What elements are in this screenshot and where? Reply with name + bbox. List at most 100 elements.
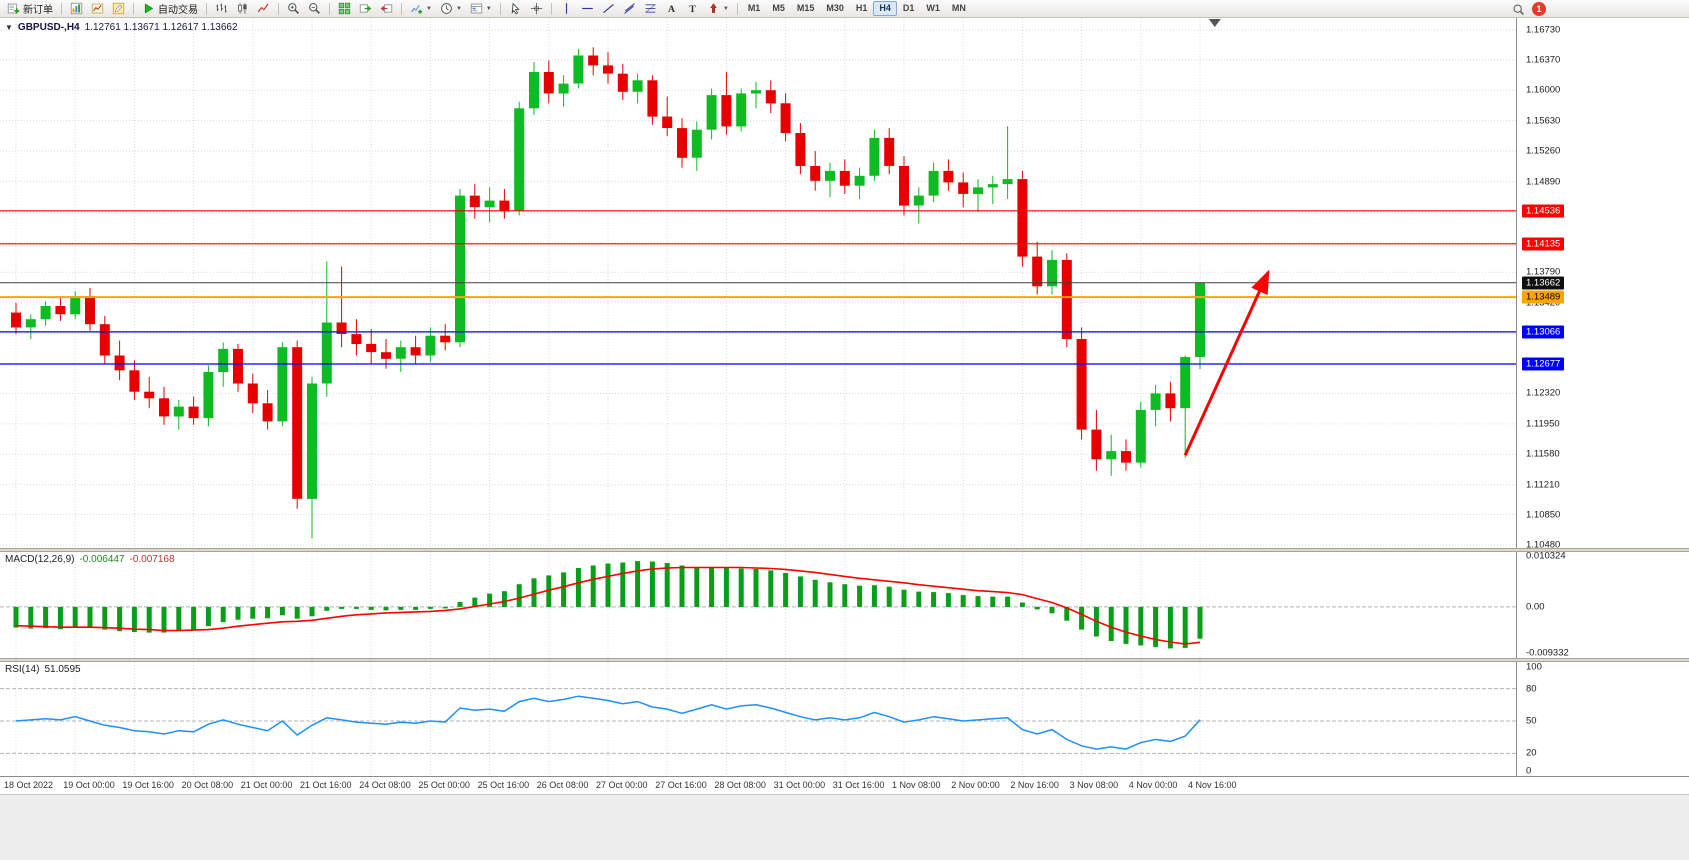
line-chart-button[interactable] (253, 1, 274, 17)
timeframe-M30[interactable]: M30 (826, 3, 844, 13)
macd-histogram-bar (857, 585, 863, 607)
macd-histogram-bar (131, 606, 137, 633)
macd-histogram-bar (975, 596, 981, 607)
horizontal-line-button[interactable] (577, 1, 598, 17)
toolbar-separator (133, 2, 134, 15)
macd-histogram-bar (324, 606, 330, 611)
macd-histogram-bar (871, 585, 877, 607)
timeframe-M5[interactable]: M5 (772, 3, 785, 13)
candlestick-plot (0, 18, 1516, 548)
macd-histogram-bar (339, 606, 345, 609)
timeframe-M15[interactable]: M15 (796, 3, 815, 13)
timeframe-M1[interactable]: M1 (747, 3, 761, 13)
time-tick: 31 Oct 16:00 (832, 780, 885, 790)
periods-button[interactable]: ▼ (436, 1, 466, 17)
candle-bearish (1091, 409, 1102, 471)
chart-symbol-period: GBPUSD-,H4 (17, 22, 80, 33)
tile-windows-button[interactable] (334, 1, 355, 17)
candle-bearish (662, 96, 673, 137)
toolbar-right: 1 (1512, 2, 1546, 16)
profiles-button[interactable] (87, 1, 108, 17)
text-label-button[interactable]: T (682, 1, 703, 17)
zoom-in-button[interactable] (283, 1, 304, 17)
templates-button[interactable]: ▼ (466, 1, 496, 17)
vline-icon (565, 3, 567, 14)
timeframe-W1[interactable]: W1 (926, 3, 940, 13)
arrows-button[interactable]: ▼ (703, 1, 733, 17)
rsi-pane[interactable]: 100 80 50 20 0 RSI(14) 51.0595 (0, 662, 1689, 776)
new-order-button[interactable]: 新订单 (3, 1, 57, 17)
macd-histogram-bar (945, 593, 951, 607)
rsi-axis[interactable]: 100 80 50 20 0 (1516, 662, 1689, 776)
candle-bullish (706, 88, 717, 140)
chart-shift-button[interactable] (376, 1, 397, 17)
macd-value-main: -0.006447 (79, 554, 125, 565)
auto-scroll-button[interactable] (355, 1, 376, 17)
pane-splitter[interactable] (0, 658, 1689, 662)
price-tick: 1.11580 (1526, 448, 1560, 460)
toolbar-separator (329, 2, 330, 15)
cursor-button[interactable] (505, 1, 526, 17)
candle-bullish (1002, 126, 1013, 199)
autotrading-button[interactable]: 自动交易 (138, 1, 202, 17)
macd-histogram-bar (102, 606, 108, 630)
candle-bullish (70, 291, 81, 320)
macd-histogram-bar (738, 568, 744, 607)
chart-shift-marker[interactable] (1208, 19, 1221, 27)
macd-histogram-bar (931, 592, 937, 607)
price-tick: 1.16370 (1526, 54, 1561, 66)
macd-pane[interactable]: 0.010324 0.00 -0.009332 MACD(12,26,9) -0.0… (0, 552, 1689, 658)
timeframe-H4[interactable]: H4 (873, 1, 897, 16)
charts-window-button[interactable] (66, 1, 87, 17)
macd-axis[interactable]: 0.010324 0.00 -0.009332 (1516, 552, 1689, 658)
crosshair-button[interactable] (526, 1, 547, 17)
macd-histogram-bar (783, 572, 789, 607)
main-chart-pane[interactable]: 1.16730 1.16370 1.16000 1.15630 1.15260 1.148… (0, 18, 1689, 548)
equidistant-channel-button[interactable] (619, 1, 640, 17)
macd-histogram-bar (457, 602, 463, 607)
vertical-line-button[interactable] (556, 1, 577, 17)
indicators-button[interactable]: ▼ (406, 1, 436, 17)
candle-bullish (913, 187, 924, 224)
candle-bearish (795, 123, 806, 175)
macd-histogram-bar (679, 565, 685, 607)
bar-chart-button[interactable] (211, 1, 232, 17)
timeframe-D1[interactable]: D1 (902, 3, 915, 13)
dropdown-caret-icon[interactable]: ▼ (722, 5, 729, 12)
dropdown-caret-icon[interactable]: ▼ (455, 5, 462, 12)
candle-bearish (366, 329, 377, 364)
macd-histogram-bar (664, 563, 670, 607)
macd-histogram-bar (516, 584, 522, 607)
search-icon (1513, 3, 1524, 15)
macd-histogram-bar (235, 606, 241, 620)
trendline-button[interactable] (598, 1, 619, 17)
dropdown-caret-icon[interactable]: ▼ (426, 5, 432, 12)
fibonacci-button[interactable] (640, 1, 661, 17)
trend-arrow-annotation[interactable] (1183, 269, 1270, 456)
dropdown-caret-icon[interactable]: ▼ (485, 5, 492, 12)
candlestick-chart-button[interactable] (232, 1, 253, 17)
pane-splitter[interactable] (0, 548, 1689, 552)
macd-histogram-bar (309, 606, 315, 617)
price-tick: 1.16730 (1526, 24, 1561, 36)
rsi-label: RSI(14) (5, 664, 40, 675)
macd-signal-line (15, 566, 1201, 645)
candle-bullish (632, 73, 643, 104)
candle-bullish (455, 189, 465, 348)
timeframe-MN[interactable]: MN (951, 3, 966, 13)
candle-bearish (410, 335, 421, 364)
zoom-out-button[interactable] (304, 1, 325, 17)
candle-bullish (173, 400, 184, 430)
time-axis[interactable]: 18 Oct 2022 19 Oct 00:00 19 Oct 16:00 20 Oc… (0, 776, 1689, 794)
timeframe-H1[interactable]: H1 (855, 3, 868, 13)
rsi-scale-tick: 20 (1526, 747, 1537, 759)
time-tick: 31 Oct 00:00 (773, 780, 826, 790)
toolbar-group (283, 0, 325, 18)
search-button[interactable] (1512, 1, 1525, 17)
price-axis[interactable]: 1.16730 1.16370 1.16000 1.15630 1.15260 1.148… (1516, 18, 1689, 548)
metaeditor-button[interactable] (108, 1, 129, 17)
notification-badge[interactable]: 1 (1532, 2, 1546, 16)
one-click-trading-toggle-icon[interactable]: ▼ (5, 22, 13, 32)
rsi-line (15, 695, 1201, 750)
text-button[interactable]: A (661, 1, 682, 17)
